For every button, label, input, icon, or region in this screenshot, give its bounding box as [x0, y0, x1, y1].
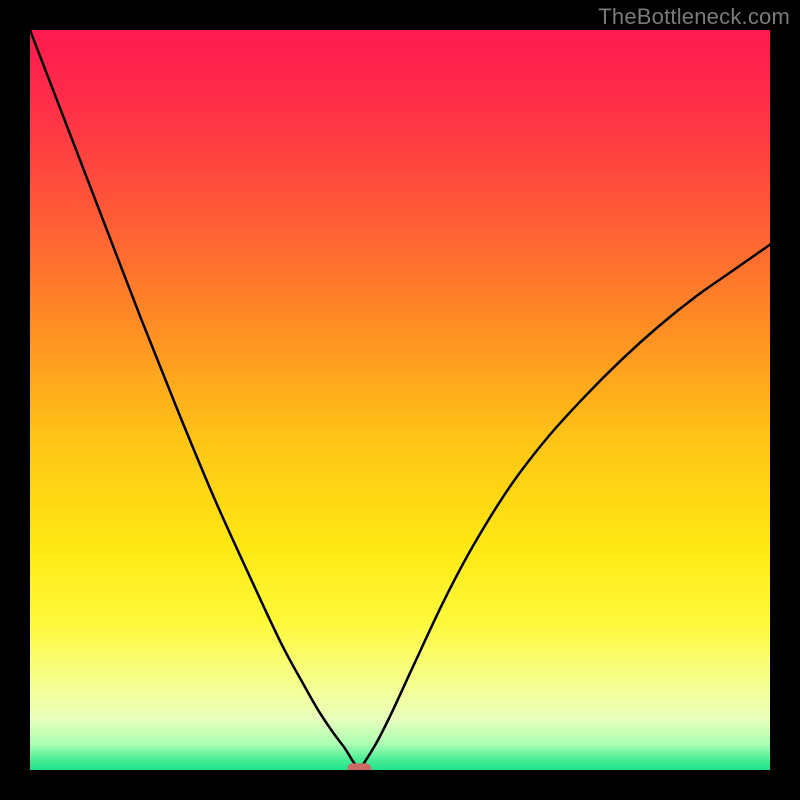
bottleneck-chart-canvas [30, 30, 770, 770]
watermark-text: TheBottleneck.com [598, 4, 790, 30]
chart-outer: TheBottleneck.com [0, 0, 800, 800]
